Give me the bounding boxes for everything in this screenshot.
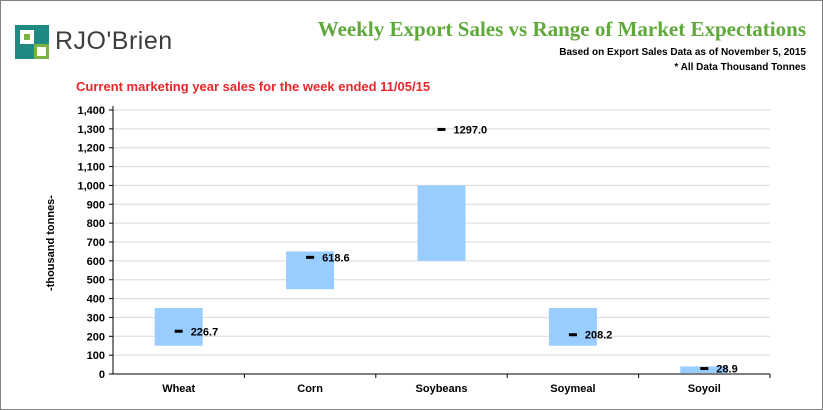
y-tick-label: 1,200 (77, 143, 105, 155)
x-category-label: Corn (297, 383, 323, 395)
chart-main-title: Weekly Export Sales vs Range of Market E… (317, 17, 806, 41)
chart-subtitle: Based on Export Sales Data as of Novembe… (559, 47, 806, 58)
rjobrien-logo-mark-icon (15, 25, 49, 59)
range-bar (417, 185, 466, 261)
y-tick-label: 200 (87, 331, 105, 343)
actual-marker (437, 127, 446, 131)
y-tick-label: 1,100 (77, 162, 105, 174)
x-category-label: Wheat (162, 383, 195, 395)
actual-data-label: 1297.0 (454, 124, 488, 136)
y-tick-label: 600 (87, 256, 105, 268)
actual-data-label: 28.9 (716, 364, 737, 376)
y-tick-label: 1,000 (77, 180, 105, 192)
logo-text: RJO'Brien (55, 27, 173, 55)
y-tick-label: 400 (87, 294, 105, 306)
y-tick-label: 700 (87, 237, 105, 249)
y-tick-label: 0 (99, 369, 105, 381)
actual-data-label: 618.6 (322, 252, 350, 264)
range-bar (548, 308, 597, 346)
actual-marker (174, 329, 183, 333)
actual-marker (306, 255, 315, 259)
x-category-label: Soyoil (688, 383, 721, 395)
y-tick-label: 1,400 (77, 105, 105, 117)
y-tick-label: 1,300 (77, 124, 105, 136)
y-tick-label: 100 (87, 350, 105, 362)
company-logo: RJO'Brien (15, 25, 200, 61)
actual-marker (568, 333, 577, 337)
units-note: * All Data Thousand Tonnes (674, 62, 806, 73)
actual-marker (700, 367, 709, 371)
x-category-label: Soymeal (550, 383, 595, 395)
range-bar (154, 308, 203, 346)
actual-data-label: 226.7 (191, 326, 219, 338)
actual-data-label: 208.2 (585, 330, 613, 342)
y-tick-label: 300 (87, 312, 105, 324)
y-tick-label: 900 (87, 199, 105, 211)
y-tick-label: 800 (87, 218, 105, 230)
y-tick-label: 500 (87, 275, 105, 287)
x-category-label: Soybeans (416, 383, 468, 395)
chart-period-title: Current marketing year sales for the wee… (76, 79, 431, 94)
